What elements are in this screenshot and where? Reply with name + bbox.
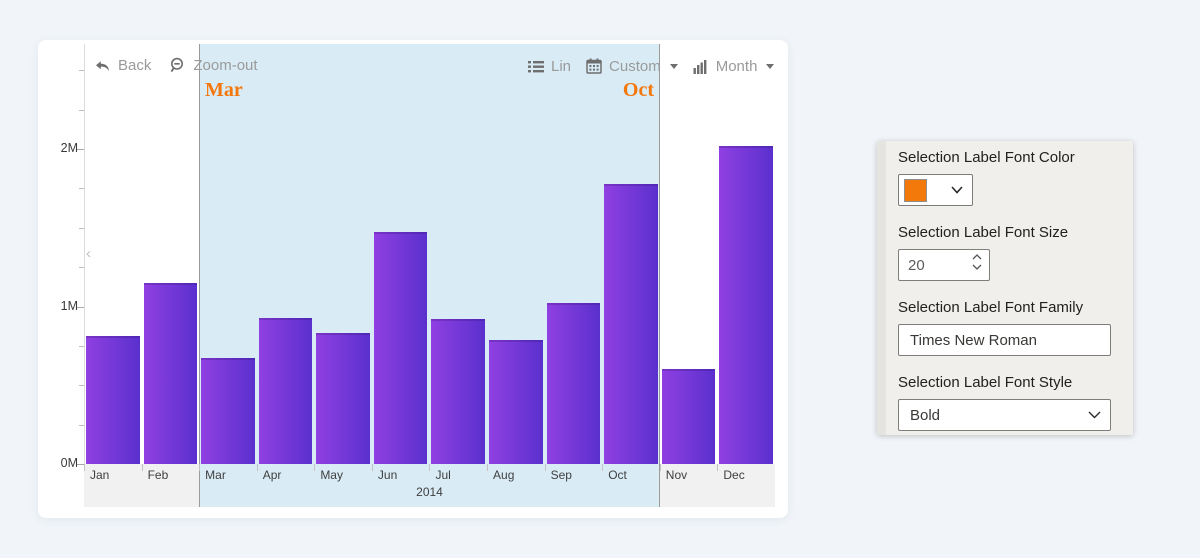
x-label-nov[interactable]: Nov <box>659 464 718 507</box>
x-label-feb[interactable]: Feb <box>141 464 200 507</box>
chevron-down-icon <box>972 264 982 270</box>
font-size-value[interactable] <box>899 251 957 279</box>
linear-scale-button[interactable]: Lin <box>528 57 571 75</box>
x-label-apr[interactable]: Apr <box>256 464 315 507</box>
color-swatch <box>904 178 927 202</box>
x-label-dec[interactable]: Dec <box>717 464 775 507</box>
y-label-2m: 2M <box>60 141 78 155</box>
font-size-input[interactable] <box>898 249 990 281</box>
x-label-mar[interactable]: Mar <box>199 464 257 507</box>
linear-scale-label: Lin <box>551 57 572 75</box>
font-style-dropdown[interactable]: Bold <box>898 399 1111 431</box>
zoom-out-button[interactable]: Zoom-out <box>169 57 258 74</box>
month-interval-dropdown[interactable]: Month <box>693 57 775 75</box>
bar-jan[interactable] <box>86 336 140 464</box>
back-label: Back <box>118 57 152 74</box>
font-color-dropdown[interactable] <box>898 174 973 206</box>
chevron-left-icon[interactable]: ‹ <box>86 245 91 262</box>
x-label-sep[interactable]: Sep <box>544 464 603 507</box>
property-panel: Selection Label Font Color Selection Lab… <box>877 141 1133 435</box>
x-label-jul[interactable]: Jul <box>429 464 487 507</box>
range-navigator-card: Mar Oct Back Zoom-out <box>38 40 788 518</box>
chevron-down-icon <box>1088 406 1101 424</box>
font-family-label: Selection Label Font Family <box>898 299 1084 316</box>
bar-sep[interactable] <box>546 303 601 464</box>
bars <box>84 44 775 464</box>
x-label-jun[interactable]: Jun <box>371 464 430 507</box>
y-label-0m: 0M <box>60 456 78 470</box>
font-style-value: Bold <box>910 406 941 424</box>
bar-apr[interactable] <box>258 318 313 464</box>
x-label-jan[interactable]: Jan <box>84 464 142 507</box>
chevron-down-icon <box>951 181 963 199</box>
font-family-value[interactable] <box>899 326 1089 354</box>
bar-jul[interactable] <box>431 319 486 464</box>
back-button[interactable]: Back <box>94 57 151 74</box>
y-label-1m: 1M <box>60 299 78 313</box>
calendar-icon <box>586 58 602 74</box>
list-icon <box>528 59 544 74</box>
chevron-down-icon <box>669 63 678 69</box>
font-color-label: Selection Label Font Color <box>898 149 1075 166</box>
font-family-input[interactable] <box>898 324 1111 356</box>
x-label-oct[interactable]: Oct <box>602 464 660 507</box>
x-axis-year-label: 2014 <box>416 485 443 499</box>
chevron-down-icon <box>766 63 775 69</box>
zoom-out-label: Zoom-out <box>193 57 258 74</box>
x-label-aug[interactable]: Aug <box>487 464 545 507</box>
column-chart-icon <box>693 59 709 74</box>
custom-range-label: Custom <box>609 57 661 75</box>
x-axis-labels: Jan Feb Mar Apr May Jun Jul Aug Sep Oct Nov Dec <box>84 464 775 507</box>
undo-arrow-icon <box>94 58 111 74</box>
bar-aug[interactable] <box>489 340 543 464</box>
zoom-out-icon <box>169 57 186 74</box>
font-style-label: Selection Label Font Style <box>898 374 1073 391</box>
bar-feb[interactable] <box>143 283 198 464</box>
bar-oct[interactable] <box>604 184 658 464</box>
chevron-up-icon <box>972 254 982 260</box>
bar-mar[interactable] <box>201 358 255 464</box>
number-spinner[interactable] <box>972 254 982 270</box>
bar-may[interactable] <box>316 333 370 464</box>
x-label-may[interactable]: May <box>314 464 372 507</box>
month-interval-label: Month <box>715 57 758 75</box>
font-size-label: Selection Label Font Size <box>898 224 1069 241</box>
bar-nov[interactable] <box>661 369 716 464</box>
bar-jun[interactable] <box>373 232 428 464</box>
panel-scrollbar[interactable] <box>877 141 886 435</box>
bar-dec[interactable] <box>719 146 773 464</box>
custom-range-dropdown[interactable]: Custom <box>586 57 678 75</box>
